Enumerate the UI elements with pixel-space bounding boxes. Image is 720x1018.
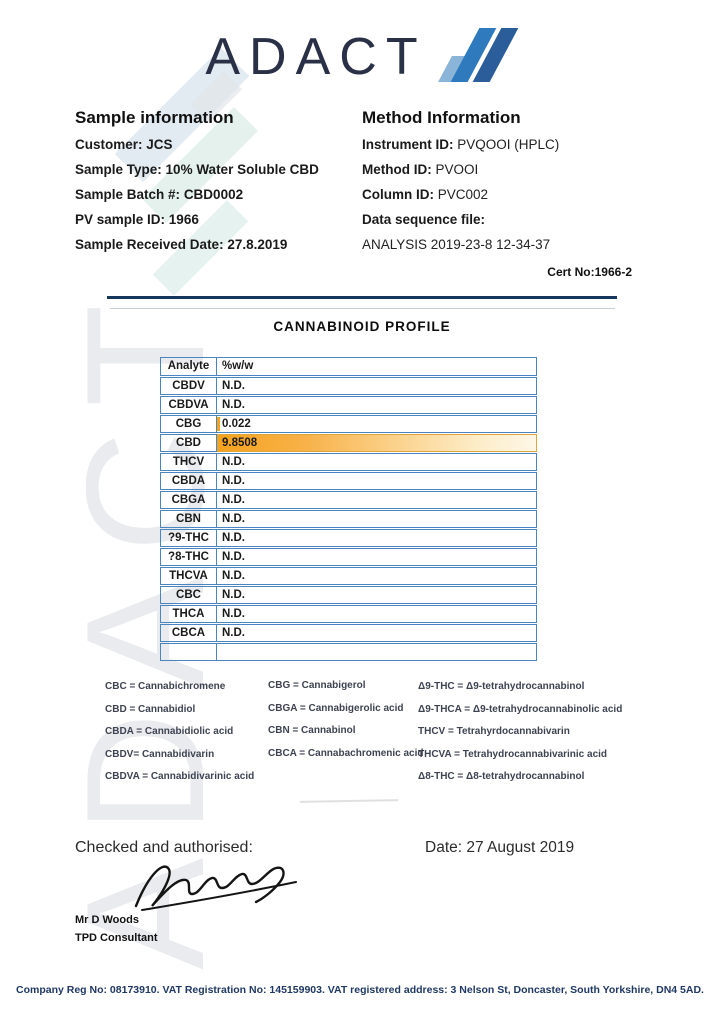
value-cell: N.D. <box>217 472 537 490</box>
analyte-cell: CBCA <box>160 624 217 642</box>
pv-sample-id: PV sample ID: 1966 <box>75 212 199 227</box>
date-label: Date: 27 August 2019 <box>425 839 575 856</box>
signature <box>128 856 318 921</box>
sample-customer: Customer: JCS <box>75 137 173 152</box>
method-information-section: Method Information Instrument ID: PVQOOI… <box>362 108 559 262</box>
legend-item: Δ9-THCA = Δ9-tetrahydrocannabinolic acid <box>418 703 623 715</box>
legend-item: CBDV= Cannabidivarin <box>105 748 215 760</box>
data-sequence-value: ANALYSIS 2019-23-8 12-34-37 <box>362 237 551 252</box>
data-sequence-label: Data sequence file: <box>362 212 486 227</box>
legend-item: Δ8-THC = Δ8-tetrahydrocannabinol <box>418 771 585 782</box>
analyte-cell: CBN <box>160 510 217 528</box>
analyte-cell: CBC <box>160 586 217 604</box>
signature-icon <box>134 865 297 911</box>
divider-line <box>107 296 617 299</box>
sample-information-title: Sample information <box>75 108 234 127</box>
legend-item: THCV = Tetrahyrdocannabivarin <box>418 726 570 737</box>
method-information-title: Method Information <box>362 108 521 127</box>
sample-batch: Sample Batch #: CBD0002 <box>75 187 244 202</box>
signatory-role: TPD Consultant <box>75 932 158 944</box>
company-footer: Company Reg No: 08173910. VAT Registrati… <box>16 984 704 996</box>
analyte-cell: CBG <box>160 415 217 433</box>
value-cell: 9.8508 <box>217 434 537 452</box>
table-row: CBDVA N.D. <box>160 396 537 414</box>
legend-item: CBDVA = Cannabidivarinic acid <box>105 771 255 782</box>
analyte-cell <box>160 643 217 661</box>
table-row: THCVA N.D. <box>160 567 537 585</box>
value-cell: N.D. <box>217 586 537 604</box>
legend-item: CBN = Cannabinol <box>268 725 356 736</box>
table-row: CBC N.D. <box>160 586 537 604</box>
analyte-cell: CBDV <box>160 377 217 395</box>
table-row: CBG 0.022 <box>160 415 537 433</box>
table-row: CBGA N.D. <box>160 491 537 509</box>
table-row: CBN N.D. <box>160 510 537 528</box>
cert-number: Cert No:1966-2 <box>547 265 632 279</box>
instrument-id: Instrument ID: PVQOOI (HPLC) <box>362 137 560 152</box>
analyte-cell: CBDA <box>160 472 217 490</box>
legend-item: CBGA = Cannabigerolic acid <box>268 702 404 714</box>
value-cell <box>217 643 537 661</box>
analyte-header: Analyte <box>160 357 217 376</box>
signatory-name: Mr D Woods <box>75 914 139 926</box>
value-cell: N.D. <box>217 548 537 566</box>
table-row: CBDV N.D. <box>160 377 537 395</box>
legend-item: Δ9-THC = Δ9-tetrahydrocannabinol <box>418 681 585 692</box>
analyte-cell: THCA <box>160 605 217 623</box>
legend-item: CBDA = Cannabidiolic acid <box>105 726 234 737</box>
value-cell: N.D. <box>217 453 537 471</box>
analyte-cell: THCVA <box>160 567 217 585</box>
legend-item: CBG = Cannabigerol <box>268 680 366 691</box>
value-cell: N.D. <box>217 491 537 509</box>
analyte-cell: CBDVA <box>160 396 217 414</box>
legend-column-2: CBG = Cannabigerol CBGA = Cannabigerolic … <box>268 681 424 771</box>
legend-column-1: CBC = Cannabichromene CBD = Cannabidiol CB… <box>105 682 254 795</box>
table-row <box>160 643 537 661</box>
analyte-cell: CBD <box>160 434 217 452</box>
legend-item: THCVA = Tetrahydrocannabivarinic acid <box>418 748 608 760</box>
value-cell: 0.022 <box>217 415 537 433</box>
cannabinoid-profile-title: CANNABINOID PROFILE <box>273 319 451 334</box>
logo-wordmark: ADACT <box>205 28 427 86</box>
legend-item: CBD = Cannabidiol <box>105 703 196 715</box>
table-header-row: Analyte %w/w <box>160 357 537 376</box>
table-row: CBCA N.D. <box>160 624 537 642</box>
legend-column-3: Δ9-THC = Δ9-tetrahydrocannabinol Δ9-THCA … <box>418 682 622 795</box>
analyte-cell: THCV <box>160 453 217 471</box>
sample-received-date: Sample Received Date: 27.8.2019 <box>75 237 288 252</box>
table-row: CBD 9.8508 <box>160 434 537 452</box>
value-cell: N.D. <box>217 529 537 547</box>
sample-type: Sample Type: 10% Water Soluble CBD <box>75 162 319 177</box>
logo-mark-icon <box>437 28 518 82</box>
divider-line-shadow <box>110 308 615 309</box>
cannabinoid-table: Analyte %w/w CBDV N.D. CBDVA N.D. CBG 0.… <box>160 357 537 662</box>
table-body: CBDV N.D. CBDVA N.D. CBG 0.022 CBD 9.850… <box>160 377 537 661</box>
column-id: Column ID: PVC002 <box>362 187 489 202</box>
analyte-cell: ?9-THC <box>160 529 217 547</box>
sample-information-section: Sample information Customer: JCS Sample … <box>75 108 319 262</box>
checked-authorised-label: Checked and authorised: <box>75 839 253 856</box>
value-cell: N.D. <box>217 605 537 623</box>
table-row: ?9-THC N.D. <box>160 529 537 547</box>
table-row: THCV N.D. <box>160 453 537 471</box>
percent-ww-header: %w/w <box>217 357 537 376</box>
scan-artifact-line <box>299 799 399 803</box>
table-row: THCA N.D. <box>160 605 537 623</box>
value-cell: N.D. <box>217 396 537 414</box>
value-cell: N.D. <box>217 510 537 528</box>
table-row: CBDA N.D. <box>160 472 537 490</box>
analyte-cell: CBGA <box>160 491 217 509</box>
legend-item: CBC = Cannabichromene <box>105 681 226 692</box>
value-cell: N.D. <box>217 624 537 642</box>
analyte-cell: ?8-THC <box>160 548 217 566</box>
legend-item: CBCA = Cannabachromenic acid <box>268 747 424 759</box>
method-id: Method ID: PVOOI <box>362 162 479 177</box>
table-row: ?8-THC N.D. <box>160 548 537 566</box>
value-cell: N.D. <box>217 567 537 585</box>
logo: ADACT <box>0 28 720 86</box>
value-cell: N.D. <box>217 377 537 395</box>
